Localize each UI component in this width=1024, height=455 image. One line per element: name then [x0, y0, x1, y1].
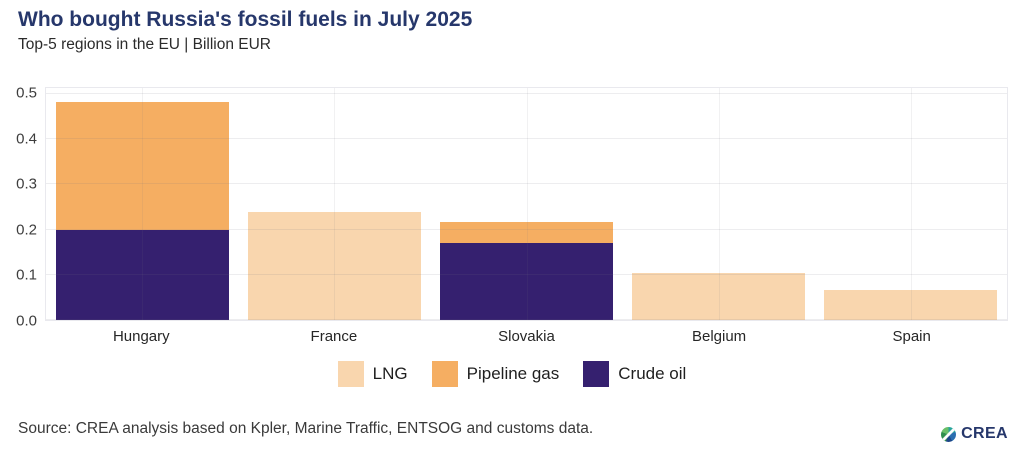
bar-chart: 0.0 0.1 0.2 0.3 0.4 0.5 Hungary France Slovakia…	[0, 60, 1024, 360]
y-tick-label: 0.2	[16, 221, 37, 239]
y-axis: 0.0 0.1 0.2 0.3 0.4 0.5	[0, 84, 37, 328]
x-tick-label: Hungary	[112, 328, 170, 345]
crea-logo: CREA	[941, 425, 1008, 443]
legend-label: LNG	[372, 364, 408, 383]
bar-segment	[439, 222, 613, 244]
bar-segment	[247, 211, 421, 320]
legend-item: Pipeline gas	[431, 361, 560, 387]
y-tick-label: 0.3	[16, 175, 37, 193]
bar-segment	[824, 290, 998, 320]
bar-segment	[55, 229, 229, 320]
legend-item: LNG	[337, 361, 408, 387]
crea-logo-icon	[941, 426, 957, 442]
bar-column	[430, 88, 622, 320]
bar-column	[46, 88, 238, 320]
bar-column	[815, 88, 1007, 320]
chart-legend: LNG Pipeline gas Crude oil	[0, 361, 1024, 387]
crea-logo-text: CREA	[961, 425, 1008, 442]
y-tick-label: 0.1	[16, 266, 37, 284]
y-tick-label: 0.0	[16, 312, 37, 330]
legend-swatch	[583, 361, 610, 387]
page-subtitle: Top-5 regions in the EU | Billion EUR	[18, 36, 272, 53]
x-tick-label: Spain	[892, 328, 931, 345]
legend-swatch	[431, 361, 458, 387]
page-title: Who bought Russia's fossil fuels in July…	[18, 8, 473, 31]
bars-layer	[46, 88, 1007, 320]
bar-segment	[55, 101, 229, 230]
y-tick-label: 0.4	[16, 130, 37, 148]
bar-column	[623, 88, 815, 320]
x-tick-label: Slovakia	[498, 328, 555, 345]
x-axis: Hungary France Slovakia Belgium Spain	[45, 328, 1008, 345]
bar-segment	[632, 273, 806, 320]
legend-label: Pipeline gas	[466, 364, 560, 383]
y-tick-label: 0.5	[16, 84, 37, 102]
x-tick-label: Belgium	[691, 328, 747, 345]
legend-label: Crude oil	[618, 364, 687, 383]
legend-swatch	[337, 361, 364, 387]
x-tick-label: France	[310, 328, 358, 345]
legend-item: Crude oil	[583, 361, 686, 387]
plot-area	[45, 87, 1008, 321]
bar-column	[238, 88, 430, 320]
bar-segment	[439, 243, 613, 320]
source-note: Source: CREA analysis based on Kpler, Ma…	[18, 420, 594, 437]
